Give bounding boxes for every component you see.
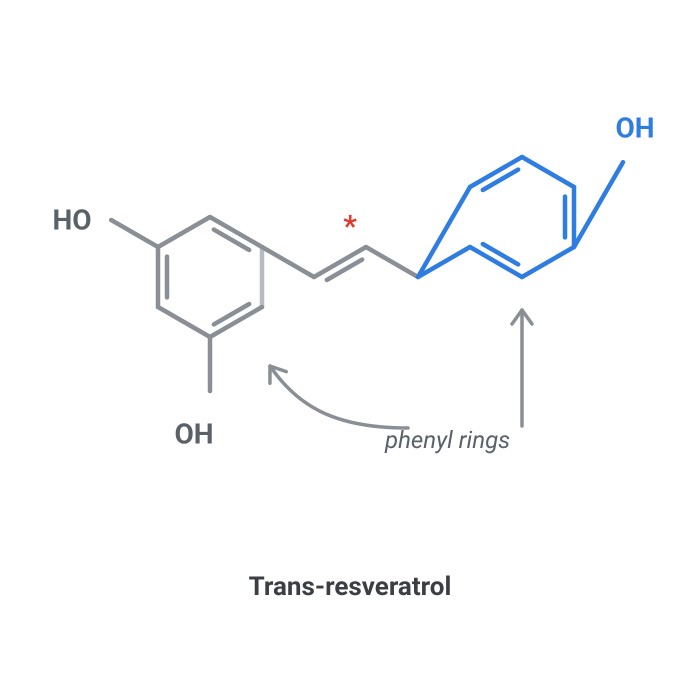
- bond-C2-C3: [366, 247, 418, 277]
- bond-A5-A6: [158, 307, 210, 337]
- bond-A1-HO_anchor: [111, 220, 158, 247]
- bond-A3-C1: [262, 247, 314, 277]
- arrow-left: [270, 366, 408, 428]
- label-oh-right: OH: [615, 111, 654, 144]
- label-ho-top: HO: [52, 203, 91, 236]
- compound-title: Trans-resveratrol: [0, 572, 700, 602]
- annotation-phenyl-rings: phenyl rings: [385, 426, 510, 454]
- bond-double-C1-C2: [327, 260, 362, 280]
- bond-B4-OH_r_anchor: [574, 162, 623, 247]
- bond-double-A2-A3: [214, 230, 249, 250]
- bond-B6-B5: [522, 157, 574, 187]
- bond-double-B3-B2: [483, 244, 518, 264]
- bond-double-B7-B6: [483, 170, 518, 190]
- label-oh-bottom: OH: [174, 417, 213, 450]
- bond-double-A4-A5: [214, 304, 249, 324]
- bond-A1-A2: [158, 217, 210, 247]
- bond-B4-B3: [522, 247, 574, 277]
- label-star: *: [343, 209, 357, 244]
